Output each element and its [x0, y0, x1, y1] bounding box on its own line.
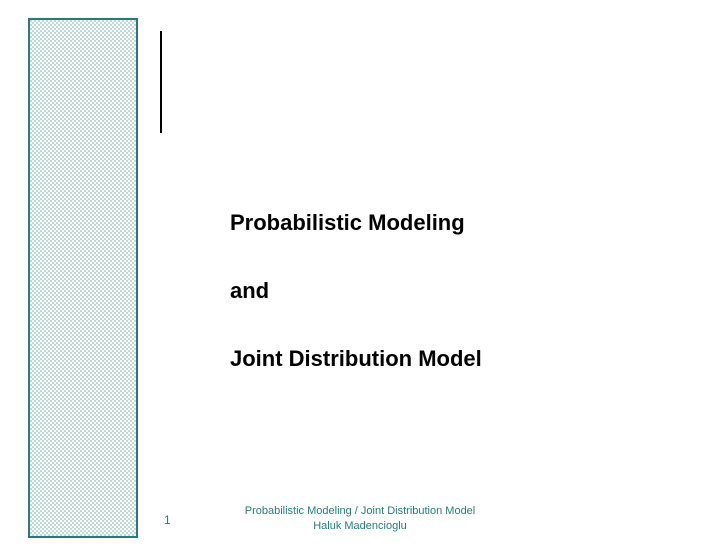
- slide-footer: Probabilistic Modeling / Joint Distribut…: [0, 504, 720, 533]
- title-line-1: Probabilistic Modeling: [230, 210, 650, 236]
- footer-line-2: Haluk Madencioglu: [0, 519, 720, 533]
- vertical-accent-line: [160, 31, 162, 133]
- title-line-2: and: [230, 278, 650, 304]
- sidebar-pattern: [30, 20, 136, 536]
- title-block: Probabilistic Modeling and Joint Distrib…: [230, 210, 650, 372]
- footer-line-1: Probabilistic Modeling / Joint Distribut…: [0, 504, 720, 518]
- sidebar-decorative-panel: [28, 18, 138, 538]
- title-line-3: Joint Distribution Model: [230, 346, 650, 372]
